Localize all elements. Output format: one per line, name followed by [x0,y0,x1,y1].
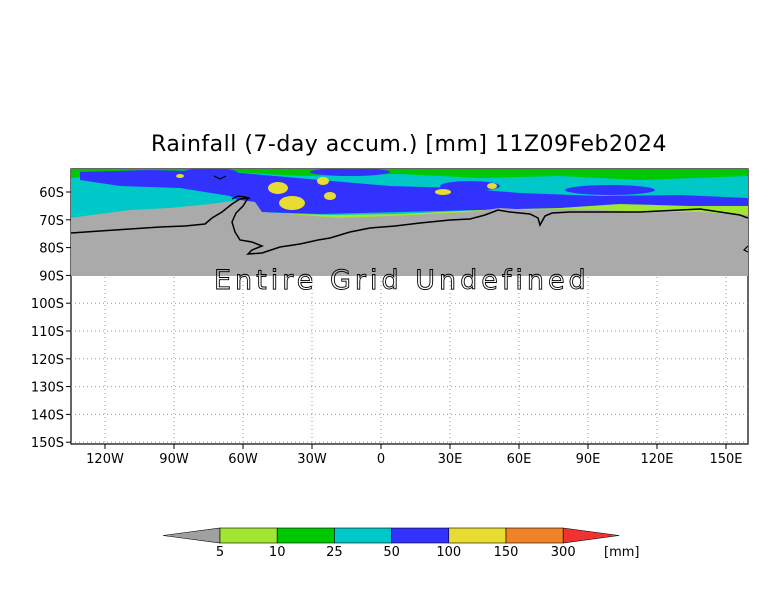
map-title: Rainfall (7-day accum.) [mm] 11Z09Feb202… [151,132,667,157]
lat-tick-label: 100S [31,297,64,312]
legend-threshold-label: 100 [436,545,461,560]
rainfall-field [71,169,748,276]
legend-swatch [391,527,450,544]
map-grid [71,277,748,444]
precip-yellow-blob [487,183,497,189]
antarctic-coastline [71,197,748,255]
legend-swatch [334,527,392,544]
legend-threshold-label: 10 [269,545,286,560]
lat-tick-label: 70S [39,214,64,229]
lon-tick-label: 30E [438,452,463,467]
lat-tick-label: 60S [39,186,64,201]
precip-yellow-blob [435,189,451,195]
precip-yellow-blob [268,182,288,194]
legend-swatch [219,527,278,544]
precip-yellow-blob [317,177,329,185]
latitude-axis: 60S 70S 80S 90S 100S 110S 120S 130S 140S 150S [31,186,71,451]
precip-cyan-blob [540,178,580,186]
legend-threshold-label: 150 [494,545,519,560]
legend-threshold-label: 25 [326,545,343,560]
lon-tick-label: 120W [86,452,124,467]
precip-yellow-blob [324,192,336,200]
lon-tick-label: 0 [377,452,385,467]
longitude-axis: 120W 90W 60W 30W 0 30E 60E 90E 120E 150E [86,444,743,467]
color-legend: 5 10 25 50 100 150 300 [162,527,620,560]
undefined-grid-message: Entire Grid Undefined [214,265,590,296]
lon-tick-label: 90E [576,452,601,467]
precip-yellow-blob [279,196,305,210]
lat-tick-label: 80S [39,242,64,257]
lat-tick-label: 130S [31,381,64,396]
precip-cyan-blob [375,176,425,184]
lon-tick-label: 90W [159,452,189,467]
precip-blue-blob [182,169,238,178]
legend-threshold-label: 50 [383,545,400,560]
precip-yellow-blob [176,174,184,178]
precip-blue-blob [310,169,390,176]
antarctic-coastline [213,175,748,253]
legend-swatch [276,527,335,544]
precip-blue-blob [440,181,500,191]
precip-blue-blob [565,185,655,195]
lat-tick-label: 140S [31,408,64,423]
land-mask [71,200,748,276]
lat-tick-label: 120S [31,353,64,368]
legend-swatch [505,527,564,544]
lon-tick-label: 60E [507,452,532,467]
lat-tick-label: 90S [39,269,64,284]
precip-cyan-blob [678,182,722,190]
legend-threshold-label: 5 [216,545,224,560]
lon-tick-label: 120E [640,452,673,467]
precip-blue-blob [95,172,165,184]
legend-threshold-label: 300 [551,545,576,560]
lat-tick-label: 110S [31,325,64,340]
legend-unit-label: [mm] [604,545,639,560]
legend-swatch [448,527,507,544]
lon-tick-label: 60W [228,452,258,467]
legend-swatch [162,527,221,544]
lon-tick-label: 30W [297,452,327,467]
legend-swatch [562,527,620,544]
lat-tick-label: 150S [31,436,64,451]
lon-tick-label: 150E [709,452,742,467]
